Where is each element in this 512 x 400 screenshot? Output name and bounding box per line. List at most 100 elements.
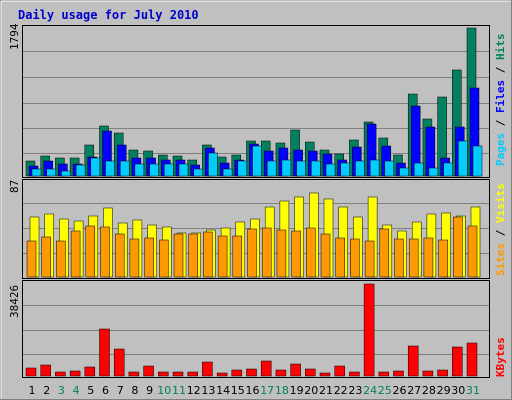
bar-pages-day-4 bbox=[75, 164, 86, 177]
bar-sites-day-29 bbox=[438, 239, 448, 278]
bar-pages-day-3 bbox=[61, 170, 71, 177]
day-label: 23 bbox=[348, 384, 362, 397]
bar-pages-day-11 bbox=[178, 163, 189, 177]
bar-kbytes-day-6 bbox=[99, 328, 110, 377]
day-label: 17 bbox=[260, 384, 274, 397]
bar-kbytes-day-12 bbox=[187, 371, 198, 377]
day-label: 18 bbox=[275, 384, 289, 397]
bar-kbytes-day-18 bbox=[275, 369, 287, 377]
bar-pages-day-19 bbox=[296, 160, 306, 177]
day-label: 2 bbox=[43, 384, 50, 397]
day-label: 1 bbox=[29, 384, 36, 397]
day-label: 16 bbox=[246, 384, 260, 397]
legend-hits-panel: Pages / Files / Hits bbox=[494, 34, 507, 167]
bar-pages-day-22 bbox=[340, 162, 350, 177]
day-label: 20 bbox=[304, 384, 318, 397]
bar-pages-day-5 bbox=[90, 157, 101, 177]
day-label: 19 bbox=[290, 384, 304, 397]
bar-kbytes-day-23 bbox=[349, 371, 360, 377]
bar-pages-day-10 bbox=[164, 163, 174, 177]
bar-sites-day-20 bbox=[306, 227, 316, 278]
legend-visits-panel: Sites / Visits bbox=[494, 183, 507, 276]
bar-kbytes-day-21 bbox=[319, 372, 331, 377]
bar-kbytes-day-7 bbox=[113, 348, 125, 377]
day-label: 14 bbox=[216, 384, 230, 397]
day-label: 12 bbox=[187, 384, 201, 397]
bar-sites-day-1 bbox=[26, 240, 37, 278]
bar-kbytes-day-20 bbox=[305, 368, 316, 377]
bar-kbytes-day-27 bbox=[407, 345, 419, 377]
bar-kbytes-day-31 bbox=[466, 342, 478, 377]
bar-pages-day-24 bbox=[369, 159, 380, 177]
bar-sites-day-17 bbox=[261, 227, 272, 278]
bar-kbytes-day-24 bbox=[363, 283, 375, 377]
day-label: 27 bbox=[407, 384, 421, 397]
bar-sites-day-9 bbox=[144, 237, 154, 278]
bar-sites-day-3 bbox=[56, 240, 66, 278]
bar-pages-day-29 bbox=[443, 162, 453, 177]
day-label: 8 bbox=[131, 384, 138, 397]
bar-sites-day-10 bbox=[159, 239, 169, 278]
bar-sites-day-16 bbox=[247, 228, 257, 278]
bar-sites-day-13 bbox=[203, 231, 213, 278]
y-max-label-visits: 87 bbox=[8, 180, 21, 193]
legend-separator: / bbox=[494, 113, 507, 133]
day-label: 6 bbox=[102, 384, 109, 397]
bar-pages-day-21 bbox=[325, 163, 336, 177]
bar-kbytes-day-11 bbox=[172, 371, 184, 377]
bar-kbytes-day-29 bbox=[437, 369, 448, 377]
bar-pages-day-13 bbox=[208, 152, 218, 177]
bar-kbytes-day-3 bbox=[55, 371, 66, 377]
day-label: 25 bbox=[378, 384, 392, 397]
day-label: 15 bbox=[231, 384, 245, 397]
day-label: 24 bbox=[363, 384, 377, 397]
bar-kbytes-day-25 bbox=[378, 371, 390, 377]
day-label: 29 bbox=[437, 384, 451, 397]
bar-sites-day-23 bbox=[350, 238, 360, 278]
bar-sites-day-4 bbox=[70, 230, 81, 278]
legend-pages: Pages bbox=[494, 133, 507, 166]
bar-pages-day-1 bbox=[31, 168, 42, 177]
bar-sites-day-5 bbox=[85, 225, 96, 278]
bar-kbytes-day-8 bbox=[128, 371, 140, 377]
bar-pages-day-20 bbox=[311, 160, 321, 177]
bar-pages-day-28 bbox=[428, 167, 439, 177]
bar-kbytes-day-17 bbox=[260, 360, 272, 377]
bar-kbytes-day-1 bbox=[25, 367, 37, 377]
bar-sites-day-27 bbox=[408, 238, 419, 278]
bar-pages-day-7 bbox=[119, 160, 130, 177]
day-label: 10 bbox=[157, 384, 171, 397]
legend-files: Files bbox=[494, 80, 507, 113]
bar-sites-day-18 bbox=[276, 229, 287, 278]
day-label: 21 bbox=[319, 384, 333, 397]
day-label: 26 bbox=[393, 384, 407, 397]
bar-sites-day-19 bbox=[291, 230, 301, 278]
day-label: 11 bbox=[172, 384, 186, 397]
bar-sites-day-31 bbox=[467, 225, 478, 278]
bar-sites-day-14 bbox=[217, 235, 228, 278]
bar-pages-day-31 bbox=[472, 145, 483, 177]
bar-pages-day-12 bbox=[193, 168, 203, 177]
bar-sites-day-7 bbox=[114, 233, 125, 278]
day-label: 28 bbox=[422, 384, 436, 397]
day-label: 4 bbox=[73, 384, 80, 397]
legend-sites: Sites bbox=[494, 243, 507, 276]
bar-kbytes-day-10 bbox=[158, 371, 169, 377]
panel-frame-kbytes bbox=[22, 280, 490, 378]
bar-sites-day-8 bbox=[129, 238, 140, 278]
bar-kbytes-day-9 bbox=[143, 365, 154, 377]
bar-pages-day-17 bbox=[266, 160, 277, 177]
bar-pages-day-27 bbox=[413, 162, 424, 177]
bar-sites-day-2 bbox=[41, 236, 51, 278]
bar-kbytes-day-19 bbox=[290, 363, 301, 377]
legend-kbytes-panel: KBytes bbox=[494, 337, 507, 377]
bar-pages-day-23 bbox=[355, 160, 365, 177]
bar-pages-day-2 bbox=[46, 168, 56, 177]
bar-pages-day-26 bbox=[399, 167, 409, 177]
bar-kbytes-day-16 bbox=[246, 368, 257, 377]
legend-kbytes: KBytes bbox=[494, 337, 507, 377]
day-label: 22 bbox=[334, 384, 348, 397]
legend-hits: Hits bbox=[494, 34, 507, 61]
bar-sites-day-21 bbox=[320, 233, 331, 278]
bar-pages-day-9 bbox=[149, 163, 159, 177]
